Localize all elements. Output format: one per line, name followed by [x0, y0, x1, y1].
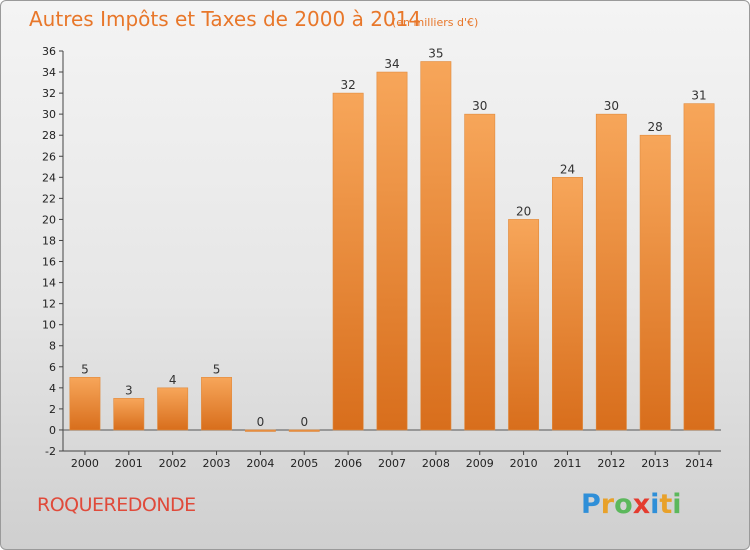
- x-tick-label: 2011: [553, 457, 581, 470]
- bar: [508, 219, 540, 431]
- bar-value-label: 35: [428, 47, 443, 61]
- x-tick-label: 2004: [246, 457, 274, 470]
- chart-unit-note: (en milliers d'€): [392, 16, 479, 29]
- bar: [113, 398, 145, 431]
- bar: [552, 177, 583, 431]
- x-tick-label: 2006: [334, 457, 362, 470]
- logo-letter: x: [632, 489, 651, 520]
- y-tick-label: 12: [42, 298, 56, 311]
- bar: [595, 113, 627, 431]
- bar-value-label: 5: [81, 362, 89, 376]
- y-tick-label: -2: [45, 445, 56, 458]
- bar: [683, 103, 715, 431]
- x-tick-label: 2003: [203, 457, 231, 470]
- bar-value-label: 31: [691, 89, 706, 103]
- logo-letter: i: [672, 489, 682, 520]
- y-tick-label: 24: [42, 171, 56, 184]
- y-tick-label: 26: [42, 150, 56, 163]
- bar-value-label: 30: [604, 99, 619, 113]
- x-tick-label: 2012: [597, 457, 625, 470]
- bar: [69, 377, 101, 431]
- bar-value-label: 24: [560, 162, 575, 176]
- y-tick-label: 22: [42, 192, 56, 205]
- bar: [332, 92, 364, 431]
- x-tick-label: 2013: [641, 457, 669, 470]
- bar-value-label: 0: [257, 415, 265, 429]
- bar: [376, 71, 408, 431]
- bar: [201, 377, 232, 431]
- x-tick-label: 2001: [115, 457, 143, 470]
- bar: [244, 429, 276, 432]
- bar-value-label: 34: [384, 57, 399, 71]
- y-tick-label: 20: [42, 213, 56, 226]
- bar-value-label: 4: [169, 373, 177, 387]
- bar-value-label: 30: [472, 99, 487, 113]
- y-tick-label: 30: [42, 108, 56, 121]
- y-tick-label: 28: [42, 129, 56, 142]
- x-tick-label: 2005: [290, 457, 318, 470]
- logo-letter: o: [614, 489, 633, 520]
- y-tick-label: 8: [49, 340, 56, 353]
- proxiti-logo: Proxiti: [581, 489, 682, 520]
- y-tick-label: 16: [42, 256, 56, 269]
- logo-letter: r: [600, 489, 615, 520]
- y-tick-label: 4: [49, 382, 56, 395]
- bar-value-label: 20: [516, 204, 531, 218]
- x-tick-label: 2007: [378, 457, 406, 470]
- x-tick-label: 2002: [159, 457, 187, 470]
- bar: [639, 134, 671, 431]
- bar-value-label: 28: [648, 120, 663, 134]
- logo-letter: i: [650, 489, 660, 520]
- bar-value-label: 0: [300, 415, 308, 429]
- y-tick-label: 2: [49, 403, 56, 416]
- x-tick-label: 2014: [685, 457, 713, 470]
- bar-value-label: 5: [213, 362, 221, 376]
- y-tick-label: 6: [49, 361, 56, 374]
- logo-letter: t: [659, 489, 673, 520]
- location-name: ROQUEREDONDE: [37, 494, 196, 516]
- chart-title: Autres Impôts et Taxes de 2000 à 2014: [29, 7, 422, 31]
- bar: [464, 113, 496, 431]
- bar: [420, 61, 452, 431]
- bar: [157, 387, 189, 431]
- bar: [288, 429, 320, 432]
- y-tick-label: 32: [42, 87, 56, 100]
- x-tick-label: 2009: [466, 457, 494, 470]
- y-tick-label: 10: [42, 319, 56, 332]
- y-tick-label: 34: [42, 66, 56, 79]
- y-tick-label: 14: [42, 277, 56, 290]
- x-tick-label: 2000: [71, 457, 99, 470]
- y-tick-label: 0: [49, 424, 56, 437]
- y-tick-label: 18: [42, 234, 56, 247]
- logo-letter: P: [581, 489, 601, 520]
- x-tick-label: 2010: [510, 457, 538, 470]
- x-tick-label: 2008: [422, 457, 450, 470]
- bar-value-label: 32: [340, 78, 355, 92]
- bar-value-label: 3: [125, 383, 133, 397]
- y-tick-label: 36: [42, 45, 56, 58]
